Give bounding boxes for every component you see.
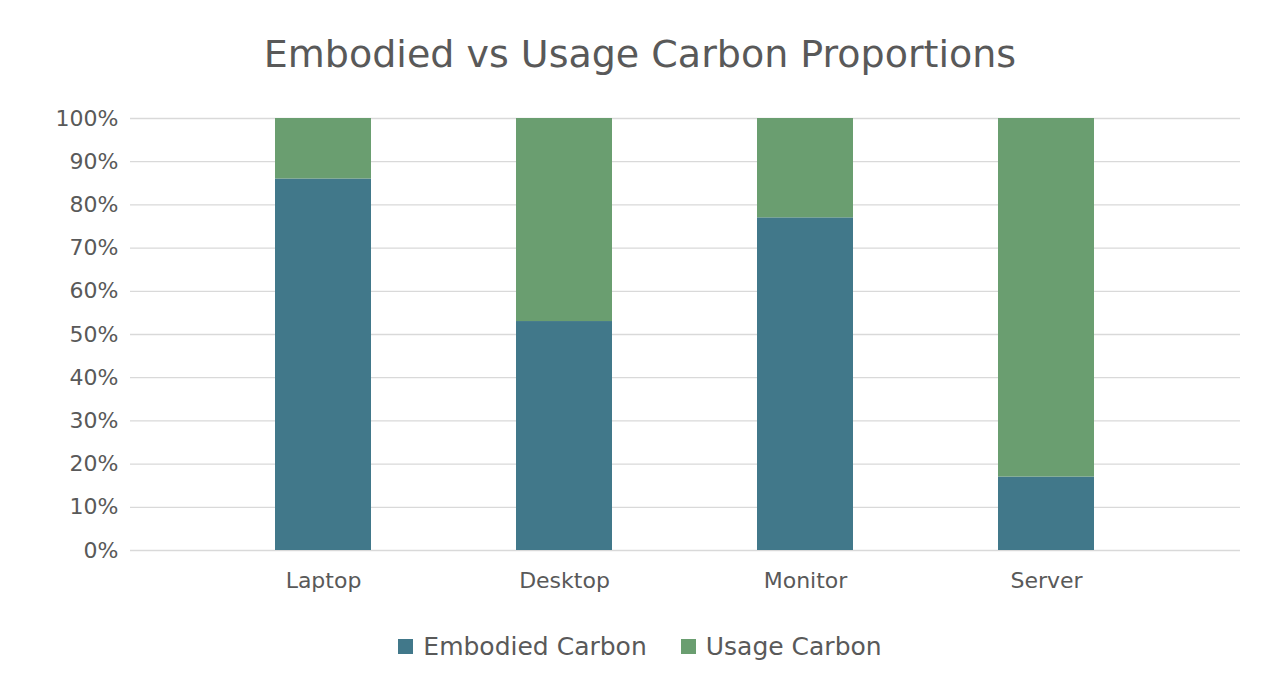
svg-text:70%: 70% (70, 235, 119, 260)
svg-text:Monitor: Monitor (764, 568, 849, 593)
html-text:Embodied vs Usage Carbon Propo: Embodied vs Usage Carbon Proportions (263, 32, 1017, 76)
svg-text:60%: 60% (70, 278, 119, 303)
svg-text:Server: Server (1010, 568, 1083, 593)
svg-text:80%: 80% (70, 192, 119, 217)
svg-text:30%: 30% (70, 408, 119, 433)
svg-text:Desktop: Desktop (519, 568, 610, 593)
html-text:Usage Carbon: Usage Carbon (705, 632, 882, 661)
svg-text:50%: 50% (70, 322, 119, 347)
svg-text:90%: 90% (70, 149, 119, 174)
svg-text:10%: 10% (70, 494, 119, 519)
svg-text:100%: 100% (56, 106, 119, 131)
svg-text:20%: 20% (70, 451, 119, 476)
html-text:Embodied Carbon: Embodied Carbon (423, 632, 647, 661)
svg-text:Laptop: Laptop (286, 568, 362, 593)
svg-text:40%: 40% (70, 365, 119, 390)
svg-text:0%: 0% (84, 538, 119, 563)
